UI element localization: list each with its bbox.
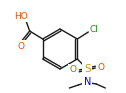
- Text: O: O: [17, 41, 24, 50]
- Text: HO: HO: [14, 12, 28, 20]
- Text: N: N: [84, 77, 91, 87]
- Text: Cl: Cl: [90, 24, 99, 33]
- Text: O: O: [70, 65, 77, 74]
- Text: S: S: [84, 64, 91, 74]
- Text: O: O: [98, 64, 105, 73]
